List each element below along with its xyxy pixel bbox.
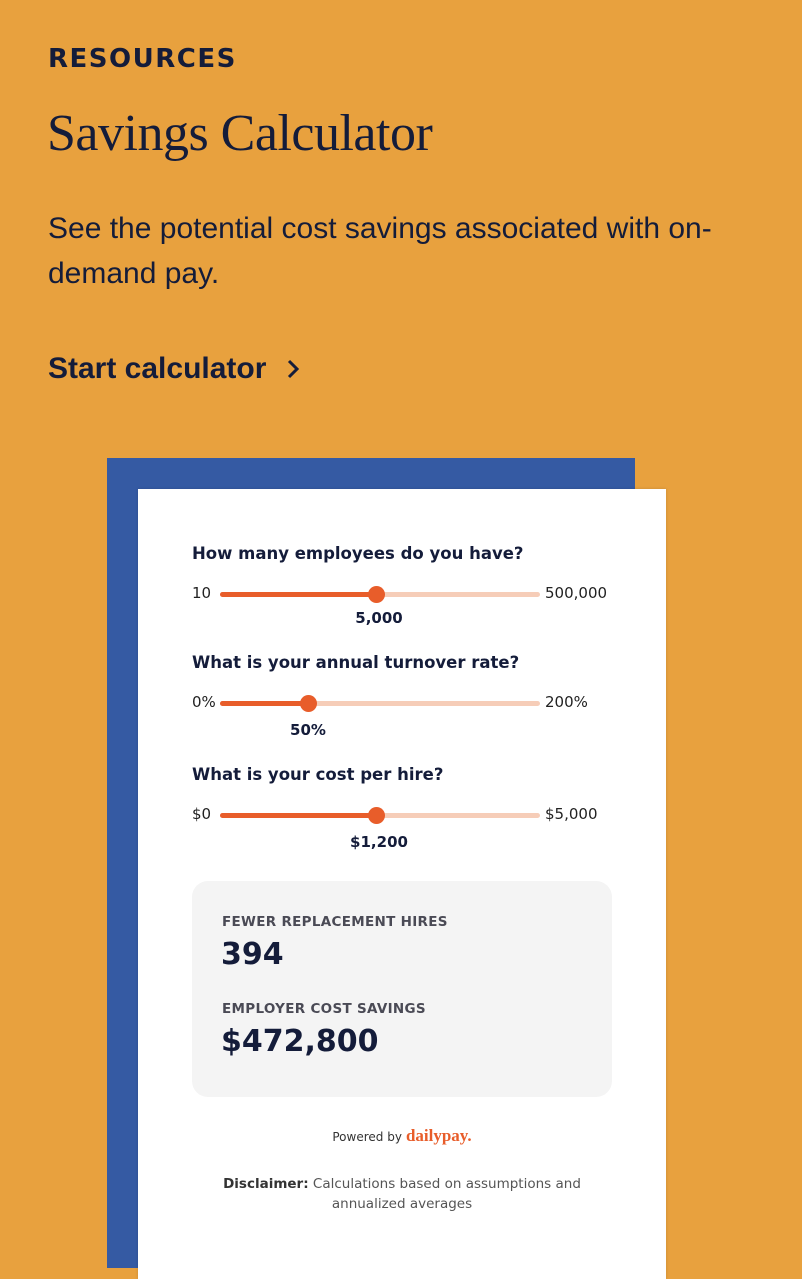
- page-title: Savings Calculator: [47, 105, 433, 162]
- slider-thumb[interactable]: [368, 586, 385, 603]
- disclaimer-text: Calculations based on assumptions and an…: [312, 1176, 581, 1212]
- cta-text: Start calculator: [48, 352, 267, 385]
- result-label: FEWER REPLACEMENT HIRES: [222, 914, 448, 930]
- slider-max: 200%: [545, 693, 588, 711]
- slider-value: $1,200: [350, 833, 408, 851]
- slider-track[interactable]: [220, 586, 540, 603]
- result-value: 394: [221, 937, 284, 972]
- slider-min: 10: [192, 584, 212, 602]
- description: See the potential cost savings associate…: [48, 212, 712, 290]
- result-value: $472,800: [221, 1024, 379, 1059]
- disclaimer: Disclaimer: Calculations based on assump…: [222, 1174, 582, 1214]
- start-calculator-link[interactable]: Start calculator: [48, 352, 300, 386]
- powered-by-text: Powered by: [332, 1130, 402, 1144]
- slider-fill: [220, 813, 376, 818]
- question: What is your annual turnover rate?: [192, 653, 520, 672]
- brand-logo: dailypay.: [405, 1126, 472, 1145]
- question: How many employees do you have?: [192, 544, 524, 563]
- slider-track[interactable]: [220, 695, 540, 712]
- eyebrow: RESOURCES: [48, 44, 237, 74]
- result-label: EMPLOYER COST SAVINGS: [222, 1001, 426, 1017]
- disclaimer-label: Disclaimer:: [223, 1176, 309, 1192]
- slider-max: 500,000: [545, 584, 608, 602]
- slider-fill: [220, 592, 376, 597]
- slider-value: 5,000: [355, 609, 403, 627]
- slider-fill: [220, 701, 308, 706]
- chevron-icon: [288, 359, 300, 379]
- slider-thumb[interactable]: [300, 695, 317, 712]
- slider-min: $0: [192, 805, 212, 823]
- slider-min: 0%: [192, 693, 216, 711]
- slider-max: $5,000: [545, 805, 598, 823]
- slider-value: 50%: [290, 721, 326, 739]
- slider-track[interactable]: [220, 807, 540, 824]
- question: What is your cost per hire?: [192, 765, 444, 784]
- powered-by: Powered by dailypay.: [138, 1126, 666, 1146]
- slider-thumb[interactable]: [368, 807, 385, 824]
- results-box: FEWER REPLACEMENT HIRES 394 EMPLOYER COS…: [192, 881, 612, 1097]
- calculator-card: How many employees do you have? 10 500,0…: [138, 489, 666, 1279]
